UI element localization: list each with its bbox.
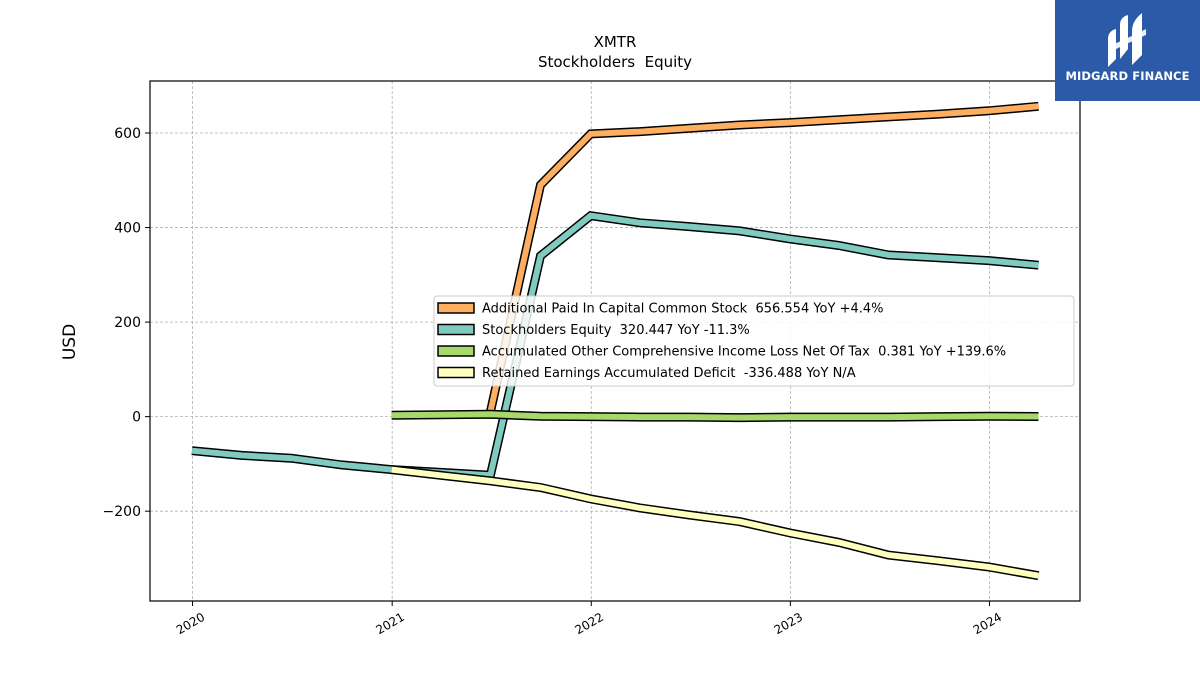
- legend: Additional Paid In Capital Common Stock …: [433, 295, 1075, 387]
- series-3: [391, 465, 1040, 581]
- legend-label: Stockholders Equity 320.447 YoY -11.3%: [482, 323, 750, 338]
- series-line: [391, 466, 1040, 579]
- brand-logo: MIDGARD FINANCE: [1055, 0, 1200, 101]
- x-tick-label: 2022: [573, 610, 606, 637]
- series-line: [487, 103, 1039, 413]
- x-tick-label: 2020: [174, 610, 207, 637]
- y-axis-label: USD: [60, 324, 80, 360]
- brand-name: MIDGARD FINANCE: [1065, 69, 1190, 83]
- midgard-logo-icon: [1108, 13, 1146, 67]
- x-tick-label: 2024: [971, 610, 1004, 637]
- legend-label: Retained Earnings Accumulated Deficit -3…: [482, 366, 856, 381]
- series-0: [486, 101, 1039, 413]
- y-tick-label: 600: [114, 126, 141, 142]
- chart-title: XMTR: [594, 33, 637, 51]
- x-axis: 2020 2021 2022 2023 2024: [174, 601, 1004, 637]
- y-tick-label: −200: [103, 504, 141, 520]
- series-line: [191, 212, 1039, 479]
- legend-swatch: [437, 345, 475, 357]
- legend-box: [433, 295, 1075, 387]
- series-1: [191, 210, 1039, 481]
- y-tick-label: 0: [132, 410, 141, 426]
- legend-swatch: [437, 323, 475, 336]
- chart-subtitle: Stockholders Equity: [538, 53, 692, 71]
- y-tick-label: 400: [114, 221, 141, 237]
- x-tick-label: 2021: [373, 610, 406, 637]
- series-lines: [191, 101, 1040, 581]
- plot-frame: [149, 80, 1081, 602]
- x-tick-label: 2023: [772, 610, 805, 637]
- series-2: [391, 409, 1039, 423]
- y-tick-label: 200: [114, 315, 141, 331]
- legend-swatch: [437, 366, 475, 379]
- y-axis: −200 0 200 400 600: [103, 126, 150, 520]
- legend-swatch: [437, 302, 475, 314]
- legend-label: Additional Paid In Capital Common Stock …: [482, 302, 884, 317]
- series-line: [391, 411, 1039, 421]
- legend-label: Accumulated Other Comprehensive Income L…: [482, 345, 1006, 360]
